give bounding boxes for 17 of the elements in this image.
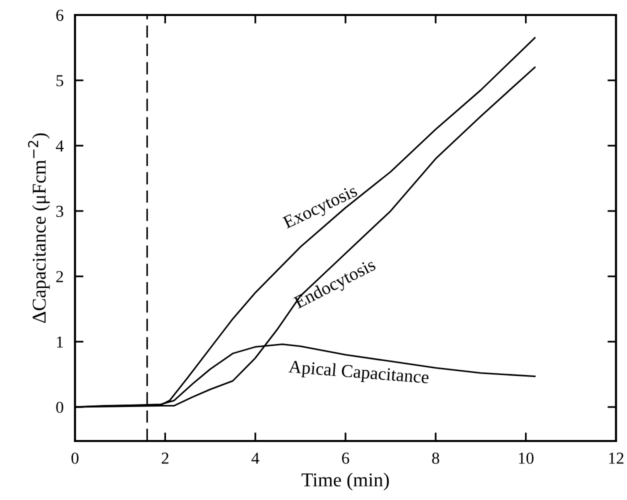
y-tick-label: 0 <box>56 402 64 413</box>
x-tick-label: 0 <box>71 452 79 464</box>
x-tick-label: 2 <box>162 452 168 464</box>
x-tick-label: 6 <box>342 452 350 464</box>
x-tick-label: 12 <box>609 452 624 464</box>
y-tick-label: 1 <box>57 336 63 348</box>
x-axis-title: Time (min) <box>302 472 389 490</box>
y-tick-label: 6 <box>56 10 64 21</box>
y-tick-label: 5 <box>56 75 64 86</box>
x-tick-label: 10 <box>518 452 534 464</box>
y-tick-label: 2 <box>56 271 63 282</box>
x-tick-label: 4 <box>251 452 260 464</box>
y-tick-label: 3 <box>56 206 64 217</box>
y-axis-title: ΔCapacitance (μFcm$^{−2}$) <box>28 133 50 323</box>
x-tick-label: 8 <box>432 452 440 464</box>
y-tick-label: 4 <box>56 140 64 152</box>
series-label: Apical Capacitance <box>288 360 430 388</box>
